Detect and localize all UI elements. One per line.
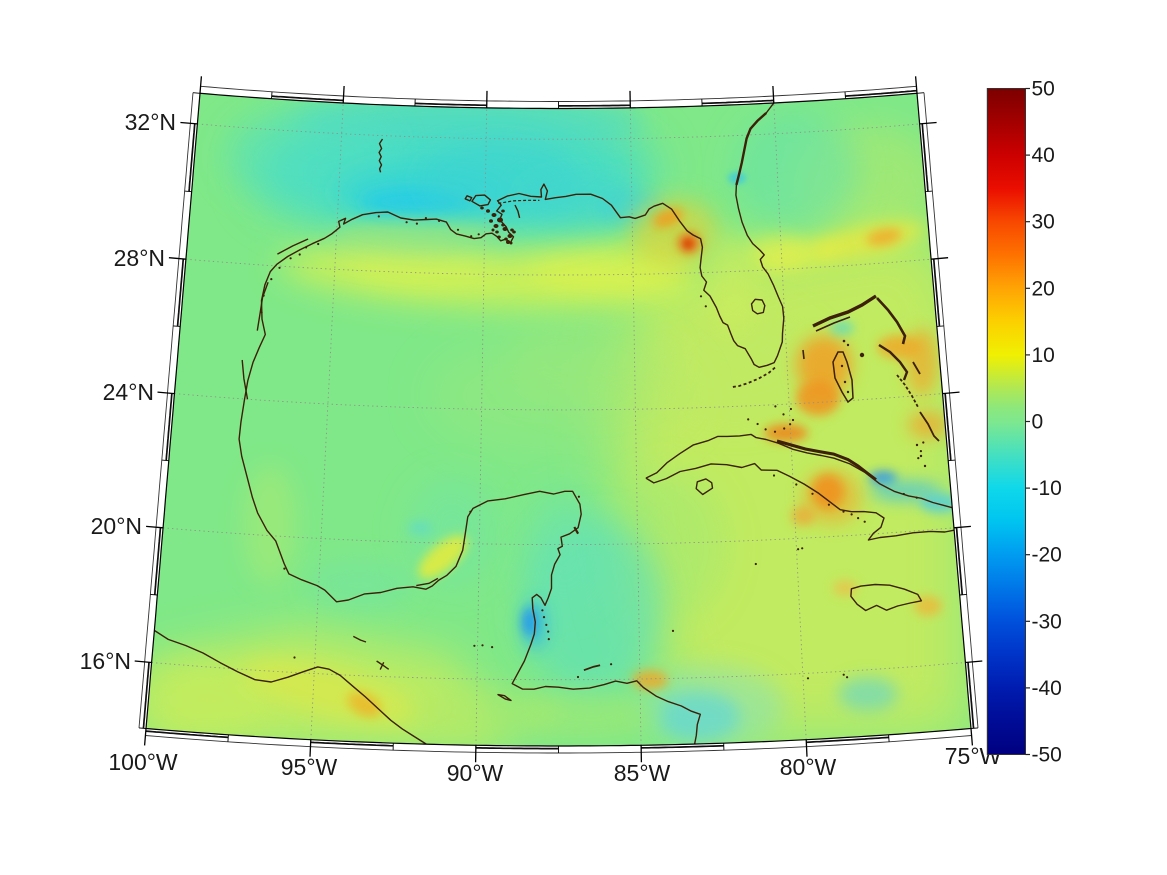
svg-text:24°N: 24°N (103, 379, 154, 405)
svg-text:-50: -50 (1032, 744, 1062, 767)
svg-text:16°N: 16°N (80, 648, 131, 674)
svg-text:80°W: 80°W (780, 754, 837, 780)
svg-text:10: 10 (1032, 344, 1055, 367)
svg-text:-20: -20 (1032, 544, 1062, 567)
svg-text:20: 20 (1032, 277, 1055, 300)
svg-text:100°W: 100°W (108, 749, 178, 775)
svg-text:85°W: 85°W (614, 760, 671, 786)
svg-text:40: 40 (1032, 144, 1055, 167)
svg-text:50: 50 (1032, 78, 1055, 101)
svg-text:32°N: 32°N (125, 109, 176, 135)
svg-text:-40: -40 (1032, 677, 1062, 700)
svg-text:95°W: 95°W (281, 754, 338, 780)
svg-text:30: 30 (1032, 211, 1055, 234)
svg-text:-10: -10 (1032, 477, 1062, 500)
svg-text:0: 0 (1032, 411, 1044, 434)
svg-text:90°W: 90°W (447, 760, 504, 786)
svg-text:20°N: 20°N (91, 513, 142, 539)
svg-text:28°N: 28°N (114, 245, 165, 271)
svg-text:-30: -30 (1032, 610, 1062, 633)
